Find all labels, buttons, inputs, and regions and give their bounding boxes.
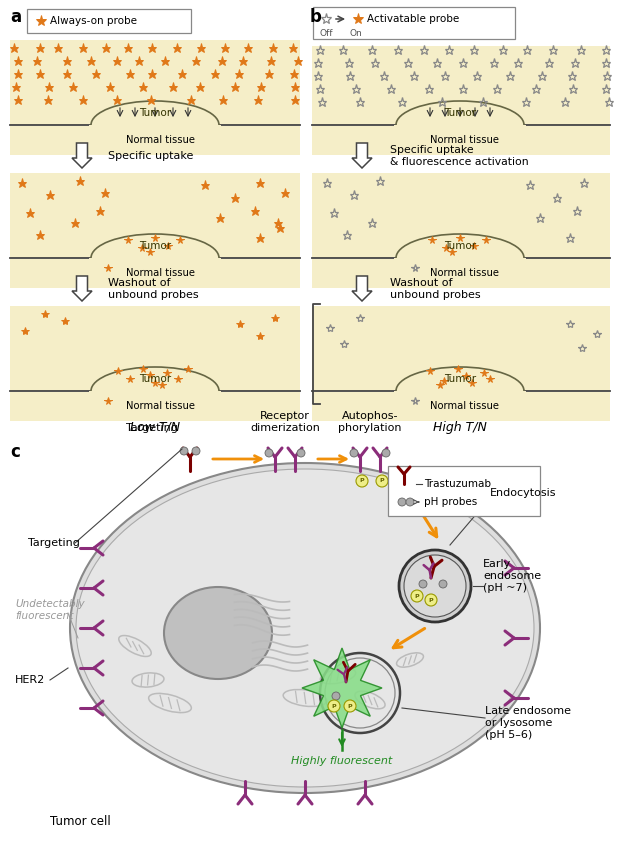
Text: Always-on probe: Always-on probe xyxy=(50,16,137,26)
Text: Washout of
unbound probes: Washout of unbound probes xyxy=(390,278,480,300)
Text: Normal tissue: Normal tissue xyxy=(126,135,194,145)
Text: P: P xyxy=(360,479,365,484)
Text: Highly fluorescent: Highly fluorescent xyxy=(292,756,392,766)
Circle shape xyxy=(344,700,356,712)
Text: HER2: HER2 xyxy=(15,675,45,685)
FancyArrow shape xyxy=(72,143,92,168)
Circle shape xyxy=(404,555,466,617)
Ellipse shape xyxy=(91,101,219,149)
Circle shape xyxy=(399,550,471,622)
Text: Normal tissue: Normal tissue xyxy=(430,135,500,145)
Bar xyxy=(10,40,300,125)
FancyArrow shape xyxy=(72,276,92,301)
Text: Low T/N: Low T/N xyxy=(130,421,180,434)
Text: P: P xyxy=(379,479,384,484)
Text: Targeting: Targeting xyxy=(28,538,80,548)
Circle shape xyxy=(332,692,340,700)
Text: Normal tissue: Normal tissue xyxy=(126,268,194,278)
Text: P: P xyxy=(348,703,352,708)
Circle shape xyxy=(411,590,423,602)
Circle shape xyxy=(180,447,188,455)
FancyArrow shape xyxy=(352,276,372,301)
Bar xyxy=(10,258,300,288)
Text: On: On xyxy=(350,29,363,38)
Text: P: P xyxy=(429,597,433,603)
Bar xyxy=(394,125,526,153)
Text: b: b xyxy=(310,8,322,26)
Bar xyxy=(89,391,221,419)
Text: Tumor: Tumor xyxy=(139,108,171,118)
Text: P: P xyxy=(332,703,336,708)
Text: Normal tissue: Normal tissue xyxy=(430,268,500,278)
Circle shape xyxy=(376,475,388,487)
Bar xyxy=(312,173,610,258)
Ellipse shape xyxy=(91,367,219,415)
Text: High T/N: High T/N xyxy=(433,421,487,434)
Ellipse shape xyxy=(76,469,534,787)
Text: Receptor
dimerization: Receptor dimerization xyxy=(250,412,320,433)
Text: Specific uptake
& fluorescence activation: Specific uptake & fluorescence activatio… xyxy=(390,145,529,166)
Ellipse shape xyxy=(396,234,524,282)
Circle shape xyxy=(328,700,340,712)
Text: Washout of
unbound probes: Washout of unbound probes xyxy=(108,278,199,300)
Text: a: a xyxy=(10,8,21,26)
Circle shape xyxy=(419,580,427,588)
Text: Endocytosis: Endocytosis xyxy=(490,488,556,498)
Text: Off: Off xyxy=(320,29,334,38)
Circle shape xyxy=(382,449,390,457)
Text: P: P xyxy=(415,594,419,598)
Bar xyxy=(312,46,610,125)
Bar xyxy=(10,306,300,391)
Text: Late endosome
or lysosome
(pH 5–6): Late endosome or lysosome (pH 5–6) xyxy=(485,707,571,740)
Circle shape xyxy=(297,449,305,457)
Text: Early
endosome
(pH ~7): Early endosome (pH ~7) xyxy=(483,559,541,593)
Bar xyxy=(10,126,300,154)
Circle shape xyxy=(192,447,200,455)
Text: Undetectably
fluorescent: Undetectably fluorescent xyxy=(15,599,85,621)
Ellipse shape xyxy=(91,234,219,282)
Bar xyxy=(312,392,610,420)
Bar xyxy=(312,258,610,288)
Bar xyxy=(394,258,526,286)
Text: Trastuzumab: Trastuzumab xyxy=(424,479,491,489)
Bar xyxy=(312,306,610,391)
Bar xyxy=(312,126,610,154)
Text: Normal tissue: Normal tissue xyxy=(430,401,500,411)
Bar xyxy=(89,125,221,153)
FancyArrow shape xyxy=(352,143,372,168)
Bar xyxy=(394,391,526,419)
Polygon shape xyxy=(302,648,382,728)
Circle shape xyxy=(398,498,406,506)
Text: pH probes: pH probes xyxy=(424,497,477,507)
Text: c: c xyxy=(10,443,20,461)
Text: Tumor: Tumor xyxy=(444,241,476,251)
Bar xyxy=(89,258,221,286)
Text: Autophos-
phorylation: Autophos- phorylation xyxy=(338,412,402,433)
Ellipse shape xyxy=(396,101,524,149)
FancyBboxPatch shape xyxy=(313,7,515,39)
Text: Tumor: Tumor xyxy=(139,241,171,251)
Ellipse shape xyxy=(396,367,524,415)
Text: Activatable probe: Activatable probe xyxy=(367,14,459,24)
Circle shape xyxy=(425,594,437,606)
Text: Tumor: Tumor xyxy=(139,374,171,384)
Circle shape xyxy=(439,580,447,588)
Circle shape xyxy=(406,498,414,506)
Circle shape xyxy=(350,449,358,457)
Text: Tumor: Tumor xyxy=(444,108,476,118)
Text: Tumor: Tumor xyxy=(444,374,476,384)
Circle shape xyxy=(265,449,273,457)
FancyBboxPatch shape xyxy=(388,466,540,516)
Text: Specific uptake: Specific uptake xyxy=(108,151,193,161)
Text: Tumor cell: Tumor cell xyxy=(50,815,111,828)
Ellipse shape xyxy=(70,463,540,793)
Text: Normal tissue: Normal tissue xyxy=(126,401,194,411)
Ellipse shape xyxy=(164,587,272,679)
Bar xyxy=(10,173,300,258)
Text: Targeting: Targeting xyxy=(126,423,178,433)
Circle shape xyxy=(356,475,368,487)
FancyBboxPatch shape xyxy=(27,9,191,33)
Bar xyxy=(10,392,300,420)
